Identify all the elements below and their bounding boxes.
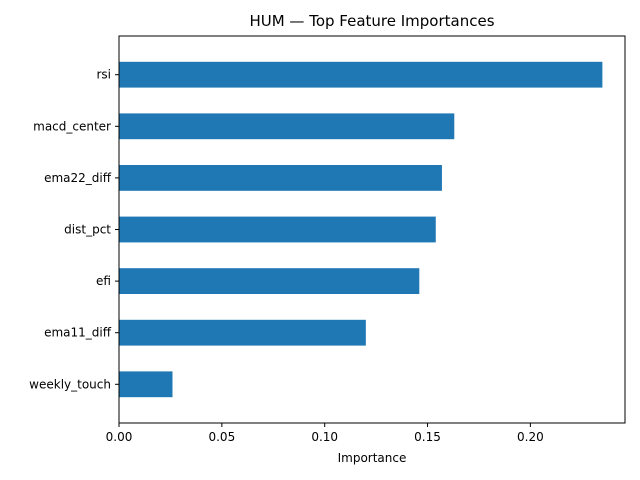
x-tick-label: 0.10	[311, 430, 338, 444]
bar-macd-center	[119, 113, 455, 140]
y-tick-label: dist_pct	[64, 223, 111, 237]
x-tick-label: 0.20	[517, 430, 544, 444]
plot-frame	[118, 35, 626, 424]
y-tick-label: rsi	[96, 68, 111, 82]
y-tick-label: ema11_diff	[44, 326, 112, 340]
x-axis-ticks: 0.00 0.05 0.10 0.15 0.20	[106, 423, 544, 444]
y-tick-label: weekly_touch	[29, 377, 111, 391]
bar-ema11-diff	[119, 319, 366, 346]
bar-dist-pct	[119, 216, 436, 243]
bar-ema22-diff	[119, 165, 442, 191]
bars-group	[119, 61, 603, 398]
y-tick-label: macd_center	[33, 119, 111, 133]
chart-title: HUM — Top Feature Importances	[249, 12, 494, 30]
x-tick-label: 0.00	[106, 430, 133, 444]
x-tick-label: 0.15	[414, 430, 441, 444]
x-tick-label: 0.05	[208, 430, 235, 444]
bar-weekly-touch	[119, 371, 173, 398]
bar-efi	[119, 268, 420, 294]
y-tick-label: efi	[96, 274, 111, 288]
y-tick-label: ema22_diff	[44, 171, 112, 185]
x-axis-label: Importance	[338, 451, 407, 465]
bar-rsi	[119, 61, 603, 88]
